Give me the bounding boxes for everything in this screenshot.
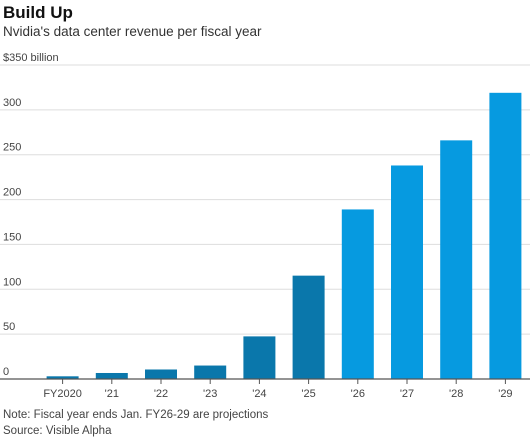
y-tick-label: 0 xyxy=(3,366,9,378)
x-tick-label: '26 xyxy=(351,388,365,400)
x-tick-label: '22 xyxy=(154,388,168,400)
bar xyxy=(391,165,423,379)
bar xyxy=(243,336,276,379)
x-tick-label: '21 xyxy=(105,388,119,400)
bar xyxy=(194,365,227,379)
bar xyxy=(95,372,128,379)
bar xyxy=(440,140,473,379)
bar xyxy=(292,275,325,379)
chart-note: Note: Fiscal year ends Jan. FY26-29 are … xyxy=(3,409,269,421)
y-tick-label: 100 xyxy=(3,276,21,288)
y-tick-label: $350 billion xyxy=(3,52,59,64)
x-tick-label: '25 xyxy=(301,388,315,400)
x-tick-label: '24 xyxy=(252,388,266,400)
x-tick-label: '23 xyxy=(203,388,217,400)
x-tick-label: FY2020 xyxy=(43,388,82,400)
chart-subtitle: Nvidia's data center revenue per fiscal … xyxy=(3,24,262,39)
y-tick-label: 50 xyxy=(3,321,15,333)
x-tick-label: '29 xyxy=(498,388,512,400)
bar xyxy=(489,92,522,379)
bar xyxy=(46,376,79,379)
y-tick-label: 200 xyxy=(3,187,21,199)
y-tick-label: 150 xyxy=(3,231,21,243)
chart-title: Build Up xyxy=(3,3,73,22)
bar xyxy=(145,369,177,379)
x-tick-label: '27 xyxy=(400,388,414,400)
chart-source: Source: Visible Alpha xyxy=(3,425,112,437)
x-tick-label: '28 xyxy=(449,388,463,400)
y-tick-label: 250 xyxy=(3,142,21,154)
y-tick-label: 300 xyxy=(3,97,21,109)
bar xyxy=(341,209,374,379)
